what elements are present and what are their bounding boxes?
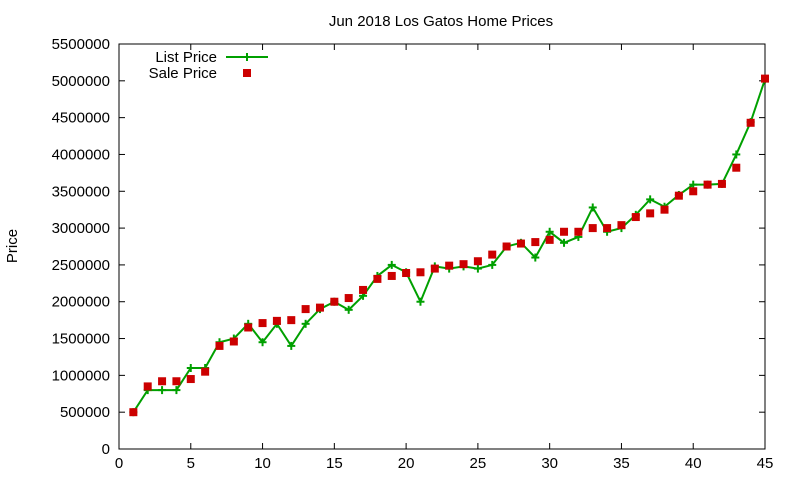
y-tick-label: 5500000: [52, 36, 110, 53]
sale-price-point: [359, 285, 368, 294]
y-tick-label: 0: [102, 441, 110, 458]
sale-price-point: [502, 242, 511, 251]
sale-price-point: [488, 250, 497, 259]
axis-ticks: 0 5 10 15 20 25 30 35 40 45 0 500000 1000000 1500000 2…: [52, 36, 774, 472]
sale-price-point: [387, 271, 396, 280]
sale-price-point: [631, 213, 640, 222]
y-tick-label: 1500000: [52, 331, 110, 348]
sale-price-point: [244, 323, 253, 332]
list-price-point: [416, 297, 425, 306]
sale-price-point: [129, 408, 138, 417]
sale-price-point: [272, 316, 281, 325]
sale-price-point: [301, 305, 310, 314]
y-tick-label: 4000000: [52, 146, 110, 163]
sale-price-point: [258, 319, 267, 328]
y-tick-label: 3500000: [52, 183, 110, 200]
y-tick-label: 1000000: [52, 367, 110, 384]
sale-price-point: [473, 257, 482, 266]
sale-price-point: [746, 118, 755, 127]
plot-frame: [118, 43, 766, 450]
list-price-point: [344, 305, 353, 314]
list-price-point: [258, 338, 267, 347]
sale-price-point: [430, 264, 439, 273]
y-tick-label: 5000000: [52, 73, 110, 90]
x-tick-label: 5: [187, 455, 195, 472]
legend: List Price Sale Price: [149, 49, 268, 82]
sale-price-point: [646, 209, 655, 218]
sale-price-point: [402, 269, 411, 278]
sale-price-point: [588, 224, 597, 233]
sale-price-point: [201, 367, 210, 376]
sale-price-point: [703, 180, 712, 189]
sale-price-point: [186, 375, 195, 384]
sale-price-point: [603, 224, 612, 233]
x-tick-label: 45: [757, 455, 774, 472]
sale-price-point: [143, 382, 152, 391]
sale-price-point: [617, 221, 626, 230]
legend-sale-price-marker: [243, 69, 251, 77]
y-tick-label: 2000000: [52, 294, 110, 311]
sale-price-point: [660, 205, 669, 214]
sale-price-point: [459, 260, 468, 269]
y-tick-label: 500000: [60, 404, 110, 421]
list-price-point: [560, 238, 569, 247]
list-price-point: [588, 203, 597, 212]
list-price-point: [301, 319, 310, 328]
list-price-point: [732, 150, 741, 159]
y-tick-label: 4500000: [52, 110, 110, 127]
sale-price-point: [344, 294, 353, 303]
x-tick-label: 20: [398, 455, 415, 472]
sale-price-point: [689, 187, 698, 196]
list-price-point: [186, 364, 195, 372]
sale-price-point: [531, 238, 540, 247]
sale-price-point: [172, 377, 181, 386]
sale-price-point: [545, 235, 554, 244]
sale-price-point: [761, 74, 769, 83]
sale-price-point: [674, 191, 683, 200]
sale-price-point: [560, 227, 569, 236]
y-axis-label: Price: [4, 229, 21, 263]
list-price-point: [531, 253, 540, 262]
x-tick-label: 15: [326, 455, 343, 472]
y-tick-label: 3000000: [52, 220, 110, 237]
legend-list-price-label: List Price: [155, 49, 217, 66]
sale-price-point: [158, 377, 167, 386]
sale-price-point: [516, 239, 525, 248]
x-tick-label: 35: [613, 455, 630, 472]
list-price-point: [172, 386, 181, 395]
list-price-point: [387, 260, 396, 269]
list-price-line: [132, 79, 766, 413]
sale-price-point: [445, 261, 454, 270]
sale-price-point: [287, 316, 296, 325]
sale-price-point: [330, 297, 339, 306]
legend-sale-price-label: Sale Price: [149, 65, 217, 82]
sale-price-point: [717, 179, 726, 188]
x-tick-label: 30: [541, 455, 558, 472]
list-price-series: [129, 75, 769, 417]
list-price-point: [158, 386, 167, 395]
list-price-point: [545, 227, 554, 236]
x-tick-label: 10: [254, 455, 271, 472]
sale-price-point: [373, 274, 382, 283]
sale-price-point: [574, 227, 583, 236]
sale-price-point: [416, 268, 425, 277]
x-tick-label: 40: [685, 455, 702, 472]
list-price-point: [287, 341, 296, 350]
x-tick-label: 25: [470, 455, 487, 472]
sale-price-point: [229, 337, 238, 346]
sale-price-point: [732, 163, 741, 172]
list-price-point: [473, 264, 482, 273]
chart-title: Jun 2018 Los Gatos Home Prices: [329, 13, 553, 30]
list-price-point: [646, 195, 655, 204]
y-tick-label: 2500000: [52, 257, 110, 274]
sale-price-point: [315, 303, 324, 312]
sale-price-series: [129, 74, 769, 417]
list-price-point: [488, 260, 497, 269]
x-tick-label: 0: [115, 455, 123, 472]
sale-price-point: [215, 341, 224, 350]
